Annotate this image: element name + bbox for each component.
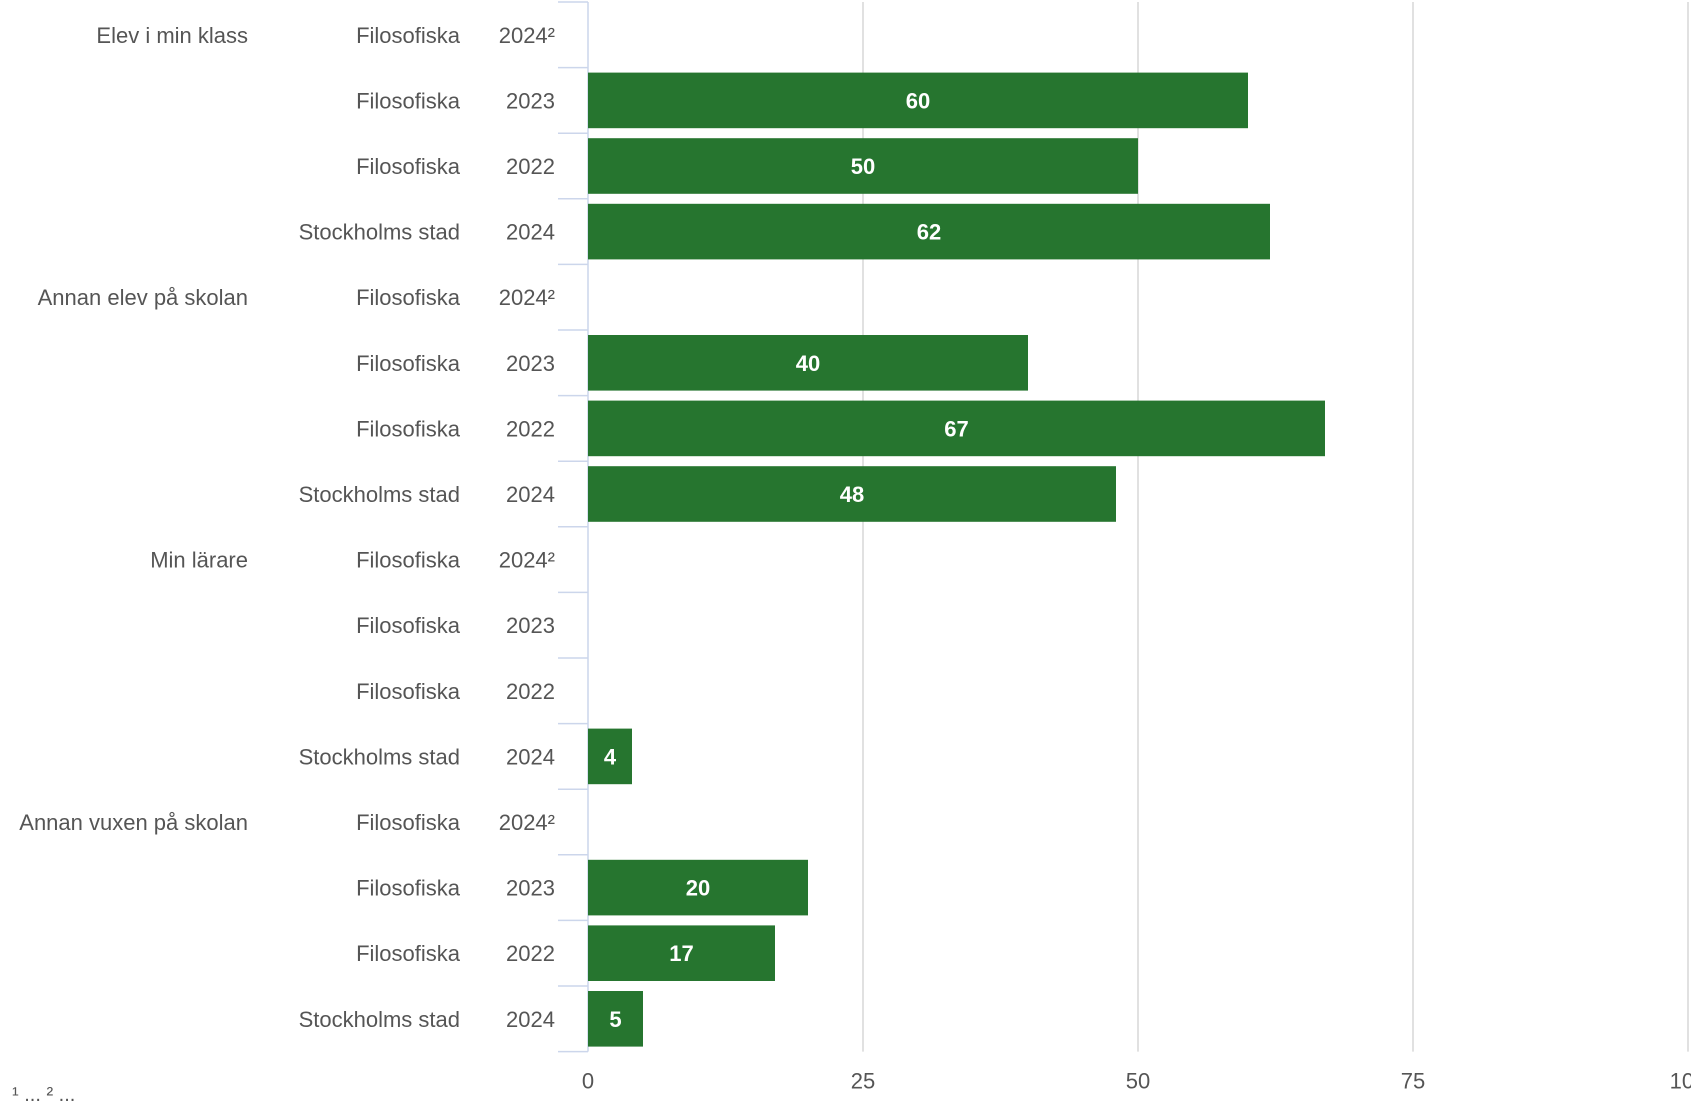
year-label: 2024²: [499, 23, 555, 48]
unit-label: Stockholms stad: [299, 744, 460, 769]
year-label: 2024: [506, 220, 555, 245]
unit-label: Filosofiska: [356, 154, 461, 179]
category-labels: Elev i min klass Filosofiska 2024² Filosofi…: [19, 23, 555, 1032]
unit-label: Stockholms stad: [299, 1007, 460, 1032]
unit-label: Filosofiska: [356, 941, 461, 966]
data-label: 4: [604, 744, 617, 769]
tick-label: 100: [1670, 1069, 1691, 1092]
category-axis: [558, 1, 589, 1053]
footnote: ¹ ... ² ...: [12, 1084, 76, 1106]
data-label: 67: [944, 416, 968, 441]
unit-label: Filosofiska: [356, 876, 461, 901]
year-label: 2023: [506, 613, 555, 638]
unit-label: Filosofiska: [356, 23, 461, 48]
year-label: 2023: [506, 876, 555, 901]
bar: [588, 400, 1325, 457]
bar: [588, 466, 1116, 522]
data-label: 48: [840, 482, 864, 507]
group-label: Annan vuxen på skolan: [19, 810, 248, 835]
group-label: Min lärare: [150, 548, 248, 573]
year-label: 2024: [506, 744, 555, 769]
bar: [588, 925, 775, 981]
year-label: 2023: [506, 88, 555, 113]
year-label: 2023: [506, 351, 555, 376]
year-label: 2022: [506, 154, 555, 179]
unit-label: Filosofiska: [356, 613, 461, 638]
data-label: 62: [917, 220, 941, 245]
unit-label: Filosofiska: [356, 351, 461, 376]
data-label: 20: [686, 876, 710, 901]
unit-label: Filosofiska: [356, 810, 461, 835]
unit-label: Stockholms stad: [299, 220, 460, 245]
unit-label: Filosofiska: [356, 679, 461, 704]
tick-label: 75: [1401, 1069, 1425, 1092]
bar: [588, 859, 808, 916]
value-axis-ticks: 0 25 50 75 100: [582, 1069, 1691, 1092]
year-label: 2022: [506, 679, 555, 704]
group-label: Annan elev på skolan: [38, 285, 248, 310]
tick-label: 25: [851, 1069, 875, 1092]
data-label: 40: [796, 351, 820, 376]
year-label: 2022: [506, 941, 555, 966]
unit-label: Stockholms stad: [299, 482, 460, 507]
bar: [588, 72, 1248, 129]
unit-label: Filosofiska: [356, 285, 461, 310]
data-label: 17: [669, 941, 693, 966]
bar: [588, 203, 1270, 260]
tick-label: 0: [582, 1069, 594, 1092]
group-label: Elev i min klass: [96, 23, 248, 48]
bars: 60 50 62 40 67 48 4 20 17 5: [588, 72, 1325, 1047]
year-label: 2024: [506, 1007, 555, 1032]
data-label: 5: [609, 1007, 621, 1032]
unit-label: Filosofiska: [356, 548, 461, 573]
data-label: 50: [851, 154, 875, 179]
bar: [588, 991, 643, 1047]
bar: [588, 728, 632, 785]
data-label: 60: [906, 88, 930, 113]
unit-label: Filosofiska: [356, 88, 461, 113]
tick-label: 50: [1126, 1069, 1150, 1092]
year-label: 2024: [506, 482, 555, 507]
year-label: 2024²: [499, 548, 555, 573]
bar: [588, 138, 1138, 194]
bar: [588, 335, 1028, 391]
year-label: 2022: [506, 416, 555, 441]
year-label: 2024²: [499, 810, 555, 835]
year-label: 2024²: [499, 285, 555, 310]
unit-label: Filosofiska: [356, 416, 461, 441]
